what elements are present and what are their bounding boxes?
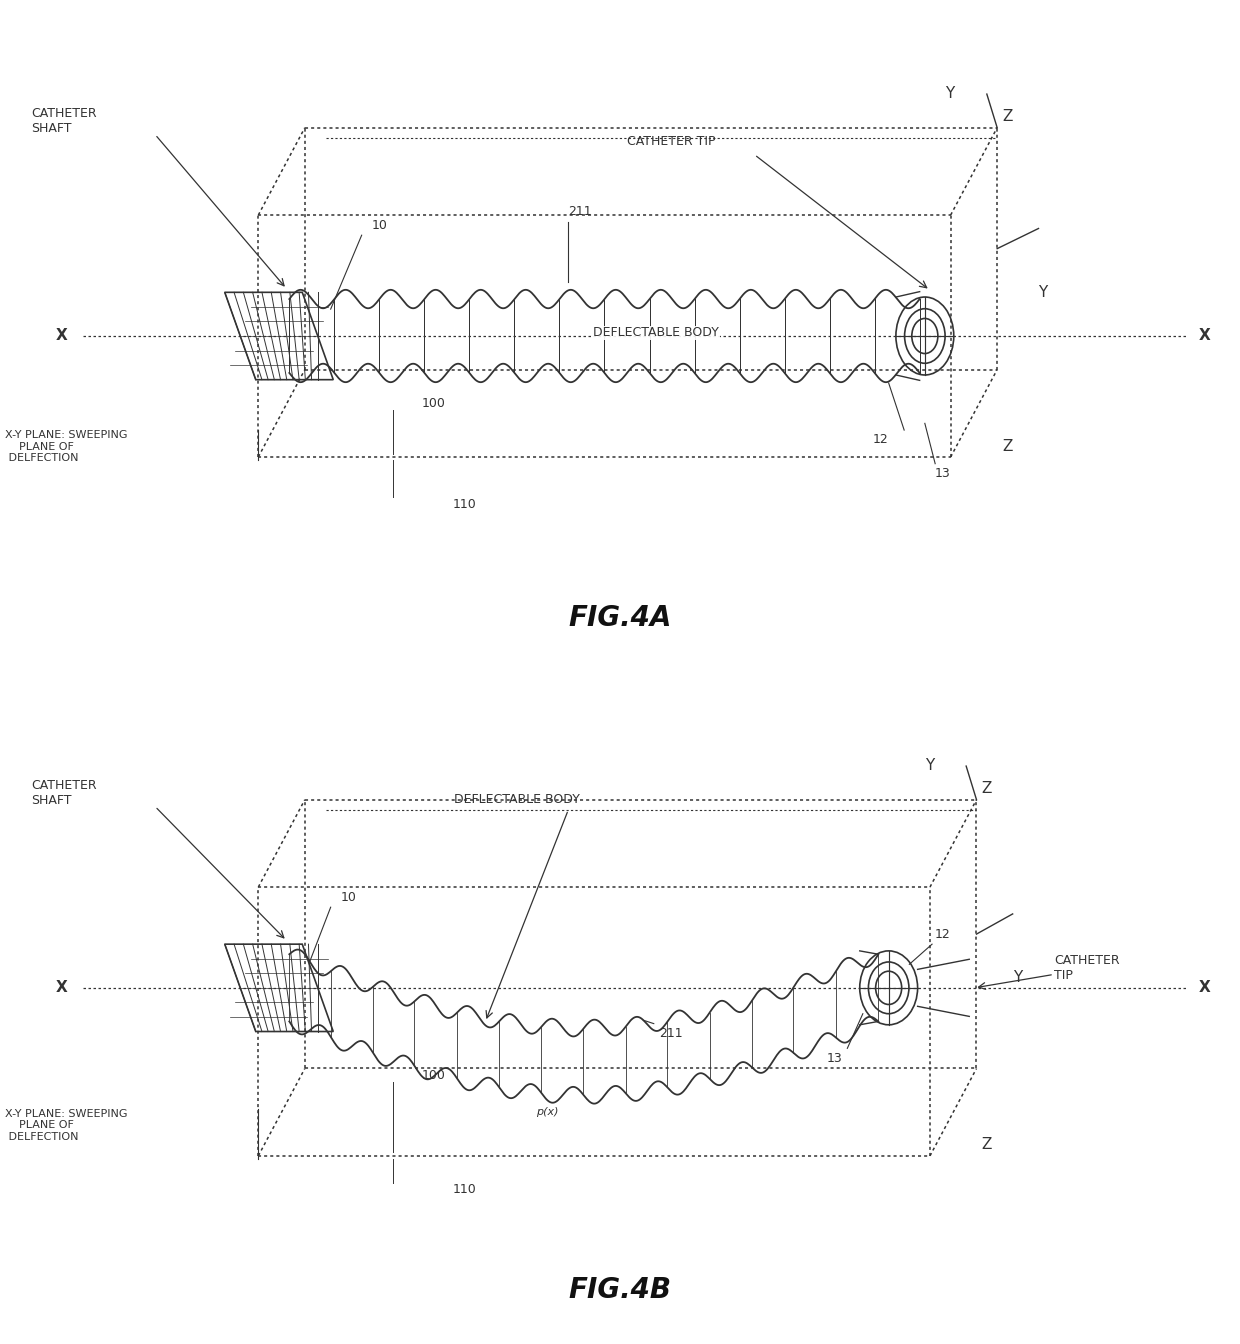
- Text: CATHETER
TIP: CATHETER TIP: [1054, 954, 1120, 981]
- Text: 12: 12: [873, 433, 889, 446]
- Text: p(x): p(x): [536, 1107, 558, 1117]
- Text: X: X: [56, 980, 67, 996]
- Text: 211: 211: [568, 206, 591, 219]
- Text: Z: Z: [982, 781, 992, 796]
- Text: FIG.4B: FIG.4B: [568, 1277, 672, 1304]
- Text: CATHETER
SHAFT: CATHETER SHAFT: [31, 780, 97, 806]
- Text: Y: Y: [1038, 285, 1048, 300]
- Text: DEFLECTABLE BODY: DEFLECTABLE BODY: [454, 793, 579, 806]
- Text: 10: 10: [341, 891, 357, 903]
- Text: FIG.4A: FIG.4A: [568, 605, 672, 632]
- Text: DEFLECTABLE BODY: DEFLECTABLE BODY: [593, 327, 719, 339]
- Text: 211: 211: [658, 1027, 682, 1040]
- Text: 13: 13: [935, 468, 951, 480]
- Text: Z: Z: [1002, 109, 1013, 125]
- Text: 110: 110: [453, 1183, 477, 1196]
- Text: Y: Y: [1013, 970, 1022, 985]
- Text: 10: 10: [372, 219, 388, 231]
- Text: CATHETER TIP: CATHETER TIP: [627, 134, 715, 148]
- Text: 100: 100: [422, 396, 446, 410]
- Text: X: X: [56, 328, 67, 344]
- Text: Z: Z: [982, 1137, 992, 1153]
- Text: 12: 12: [935, 927, 951, 941]
- Text: Y: Y: [925, 758, 934, 773]
- Text: X-Y PLANE: SWEEPING
    PLANE OF
 DELFECTION: X-Y PLANE: SWEEPING PLANE OF DELFECTION: [5, 1109, 128, 1142]
- Text: X: X: [1199, 328, 1210, 344]
- Text: Y: Y: [945, 86, 955, 101]
- Text: Z: Z: [1002, 438, 1013, 454]
- Text: 100: 100: [422, 1068, 446, 1082]
- Text: 13: 13: [827, 1051, 842, 1064]
- Text: X-Y PLANE: SWEEPING
    PLANE OF
 DELFECTION: X-Y PLANE: SWEEPING PLANE OF DELFECTION: [5, 430, 128, 464]
- Text: X: X: [1199, 980, 1210, 996]
- Text: CATHETER
SHAFT: CATHETER SHAFT: [31, 108, 97, 134]
- Text: 110: 110: [453, 497, 477, 511]
